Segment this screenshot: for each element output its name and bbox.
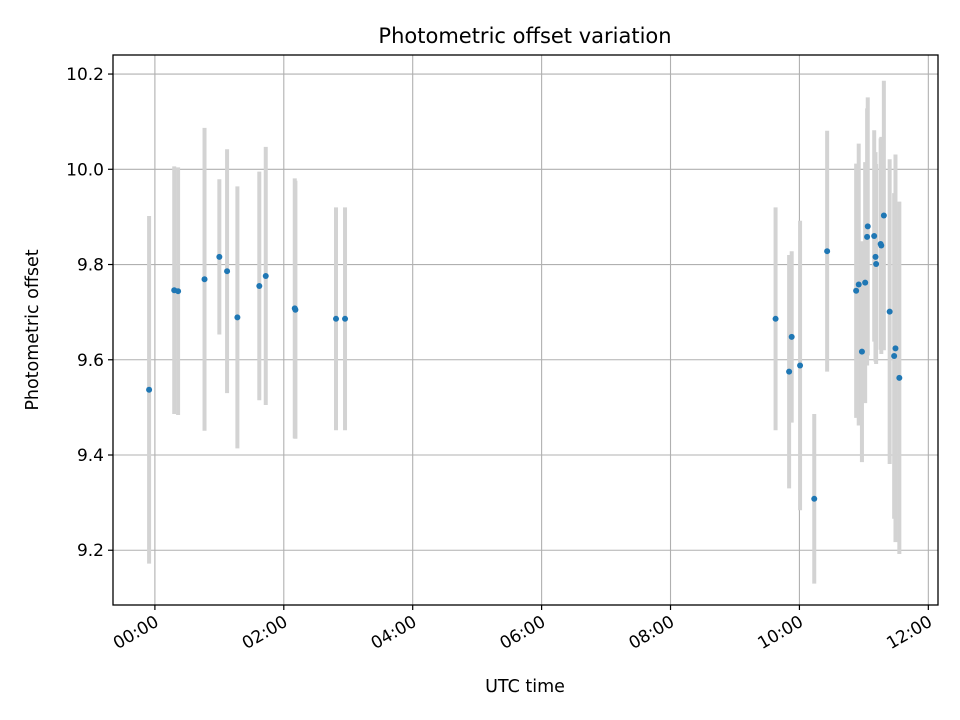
y-axis-label: Photometric offset: [23, 249, 43, 410]
data-point: [262, 272, 269, 279]
data-point: [853, 287, 860, 294]
data-point: [333, 315, 340, 322]
data-points: [146, 212, 903, 502]
data-point: [871, 232, 878, 239]
data-point: [886, 308, 893, 315]
x-axis-label: UTC time: [485, 677, 565, 697]
data-point: [216, 253, 223, 260]
data-point: [892, 345, 899, 352]
data-point: [224, 268, 231, 275]
data-point: [786, 368, 793, 375]
y-tick-label: 10.0: [66, 160, 104, 180]
data-point: [292, 306, 299, 313]
data-point: [878, 242, 885, 249]
data-point: [896, 374, 903, 381]
data-point: [234, 314, 241, 321]
data-point: [864, 223, 871, 230]
y-tick-label: 9.6: [77, 351, 104, 371]
data-point: [862, 279, 869, 286]
data-point: [175, 288, 182, 295]
data-point: [858, 348, 865, 355]
y-tick-label: 9.4: [77, 446, 104, 466]
chart-title: Photometric offset variation: [378, 24, 671, 48]
data-point: [788, 333, 795, 340]
y-tick-label: 9.2: [77, 541, 104, 561]
data-point: [772, 315, 779, 322]
data-point: [811, 495, 818, 502]
data-point: [880, 212, 887, 219]
data-point: [146, 386, 153, 393]
data-point: [855, 281, 862, 288]
y-tick-label: 10.2: [66, 65, 104, 85]
data-point: [201, 276, 208, 283]
data-point: [824, 248, 831, 255]
plot-frame: [112, 54, 939, 606]
data-point: [873, 261, 880, 268]
data-point: [342, 315, 349, 322]
data-point: [256, 282, 263, 289]
y-axis: 9.2 9.4 9.6 9.8 10.0 10.2: [66, 65, 113, 561]
data-point: [891, 352, 898, 359]
y-tick-label: 9.8: [77, 256, 104, 276]
data-point: [872, 253, 879, 260]
data-point: [797, 362, 804, 369]
data-point: [864, 233, 871, 240]
